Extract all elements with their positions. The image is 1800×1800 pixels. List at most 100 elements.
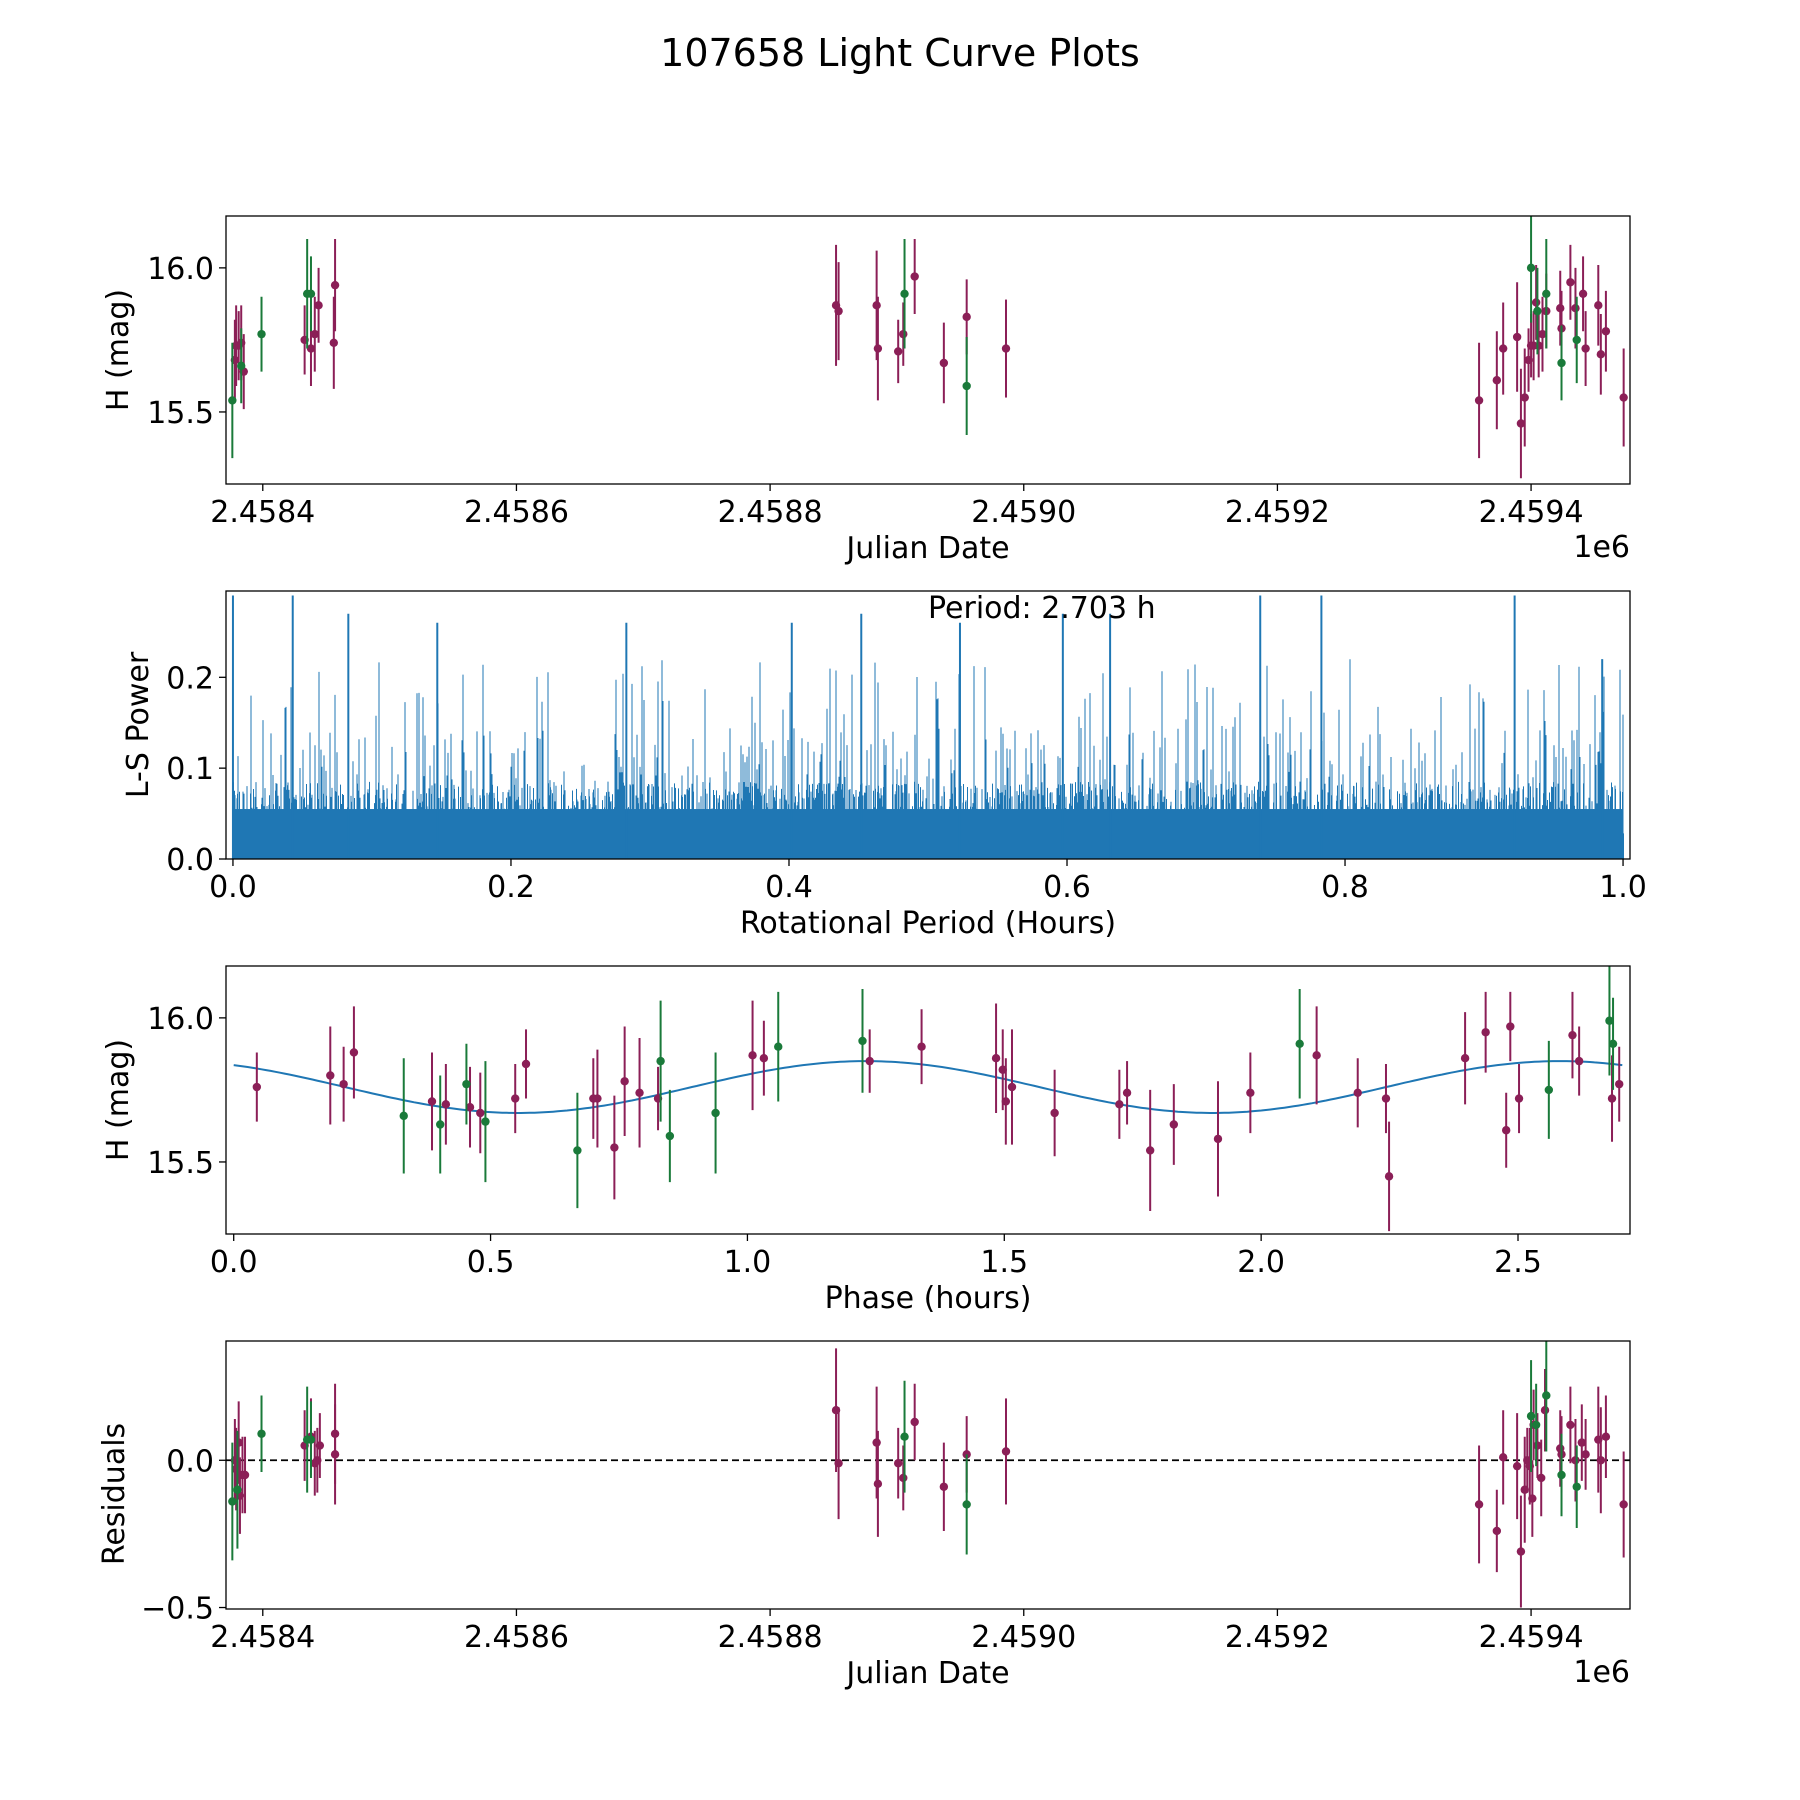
phased-data-point (1312, 1051, 1321, 1060)
lightcurve-data-point (962, 381, 971, 391)
phased-data-point (1169, 1120, 1179, 1129)
phased-data-point (339, 1079, 348, 1089)
phased-data-point (711, 1108, 720, 1118)
phased-data-point (1501, 1126, 1511, 1135)
lightcurve-xlabel: Julian Date (844, 531, 1009, 566)
phased-data-point (610, 1143, 619, 1152)
residuals-data-point (1526, 1411, 1536, 1421)
residuals-data-point (834, 1459, 843, 1468)
lightcurve-data-point (1538, 329, 1547, 339)
figure-title: 107658 Light Curve Plots (660, 31, 1140, 75)
phased-data-point (1381, 1094, 1391, 1103)
lightcurve-data-point (329, 338, 339, 347)
phased-data-point (521, 1059, 531, 1069)
phased-data-point (1050, 1108, 1059, 1118)
phased-data-point (917, 1042, 926, 1051)
residuals-data-point (1474, 1500, 1484, 1509)
lightcurve-data-point (899, 329, 908, 339)
phased-data-point (573, 1146, 582, 1155)
phased-data-point (991, 1054, 1001, 1063)
lightcurve-xtick-label: 2.4586 (464, 495, 569, 530)
phased-data-point (1607, 1094, 1617, 1103)
phased-data-point (476, 1108, 485, 1118)
periodogram-ylabel: L-S Power (121, 651, 156, 798)
lightcurve-panel: 2.4584 2.4586 2.4588 2.4590 2.4592 2.4594 16.0… (101, 215, 1631, 566)
periodogram-xtick-label: 0.6 (1043, 870, 1091, 905)
residuals-data-point (1571, 1456, 1580, 1465)
lightcurve-xtick-label: 2.4588 (718, 495, 823, 530)
phased-data-point (774, 1042, 783, 1051)
residuals-data-point (1577, 1438, 1587, 1447)
lightcurve-data-point (910, 272, 919, 281)
lightcurve-data-point (1492, 376, 1502, 385)
phased-data-point (1615, 1079, 1624, 1089)
phased-data-point (326, 1071, 335, 1080)
residuals-panel: 2.4584 2.4586 2.4588 2.4590 2.4592 2.4594 0.0 −… (97, 1340, 1631, 1691)
lightcurve-data-point (1542, 289, 1551, 299)
residuals-data-point (1619, 1500, 1628, 1509)
residuals-marks (226, 1341, 1630, 1608)
phased-data-point (462, 1079, 471, 1089)
phased-data-point (1213, 1134, 1223, 1144)
phased-marks (233, 966, 1624, 1232)
residuals-data-point (1542, 1391, 1551, 1400)
phased-data-point (635, 1088, 644, 1097)
lightcurve-data-point (1578, 289, 1588, 299)
residuals-data-point (962, 1500, 971, 1509)
residuals-data-point (1572, 1482, 1581, 1491)
residuals-xtick-label: 2.4588 (718, 1620, 823, 1655)
residuals-ylabel: Residuals (97, 1423, 132, 1565)
phased-data-point (1568, 1030, 1577, 1040)
residuals-data-point (1001, 1447, 1011, 1456)
phased-data-point (759, 1054, 769, 1063)
residuals-xlabel: Julian Date (844, 1656, 1009, 1691)
residuals-data-point (900, 1432, 909, 1441)
phased-data-point (1605, 1016, 1614, 1025)
lightcurve-data-point (1001, 344, 1011, 353)
residuals-xtick-label: 2.4592 (1225, 1620, 1330, 1655)
lightcurve-data-point (1556, 304, 1565, 313)
phased-data-point (511, 1094, 520, 1103)
periodogram-xtick-label: 0.8 (1321, 870, 1369, 905)
phased-axes-frame (225, 965, 1631, 1235)
residuals-xtick-label: 2.4586 (464, 1620, 569, 1655)
residuals-xtick-label: 2.4594 (1479, 1620, 1584, 1655)
periodogram-xtick-label: 0.4 (765, 870, 813, 905)
residuals-offset-label: 1e6 (1573, 1655, 1630, 1690)
lightcurve-data-point (1596, 350, 1606, 359)
lightcurve-ticks: 2.4584 2.4586 2.4588 2.4590 2.4592 2.4594 16.0… (147, 252, 1583, 530)
phased-xtick-label: 0.5 (467, 1245, 515, 1280)
lightcurve-data-point (1531, 298, 1541, 307)
phased-data-point (665, 1131, 675, 1141)
residuals-data-point (233, 1485, 242, 1494)
lightcurve-data-point (1571, 304, 1580, 313)
residuals-plot-area (226, 1341, 1630, 1608)
phased-panel: 0.0 0.5 1.0 1.5 2.0 2.5 16.0 15.5 Phase (hours)… (101, 965, 1631, 1316)
phased-ticks: 0.0 0.5 1.0 1.5 2.0 2.5 16.0 15.5 (147, 1002, 1542, 1280)
phased-data-point (1460, 1054, 1470, 1063)
periodogram-ytick-label: 0.0 (166, 843, 214, 878)
residuals-data-point (306, 1435, 316, 1444)
periodogram-xlabel: Rotational Period (Hours) (740, 906, 1116, 941)
lightcurve-data-point (1619, 393, 1628, 402)
residuals-data-point (872, 1438, 881, 1447)
lightcurve-xtick-label: 2.4584 (210, 495, 315, 530)
lightcurve-data-point (310, 329, 319, 339)
lightcurve-data-point (306, 344, 316, 353)
period-annotation: Period: 2.703 h (928, 591, 1156, 626)
periodogram-ticks: 0.0 0.2 0.4 0.6 0.8 1.0 0.0 0.1 0.2 (166, 661, 1647, 905)
lightcurve-data-point (873, 344, 883, 353)
phased-xtick-label: 0.0 (210, 1245, 258, 1280)
residuals-xtick-label: 2.4584 (210, 1620, 315, 1655)
residuals-data-point (1531, 1420, 1541, 1430)
periodogram-marks (231, 595, 1624, 859)
phased-data-point (465, 1103, 475, 1112)
lightcurve-data-point (1557, 358, 1566, 368)
residuals-data-point (1557, 1470, 1566, 1480)
residuals-data-point (1498, 1453, 1508, 1462)
lightcurve-data-point (1474, 396, 1484, 405)
phased-data-point (481, 1117, 490, 1126)
phased-data-point (748, 1051, 757, 1060)
residuals-data-point (1528, 1494, 1537, 1503)
lightcurve-data-point (872, 301, 881, 310)
